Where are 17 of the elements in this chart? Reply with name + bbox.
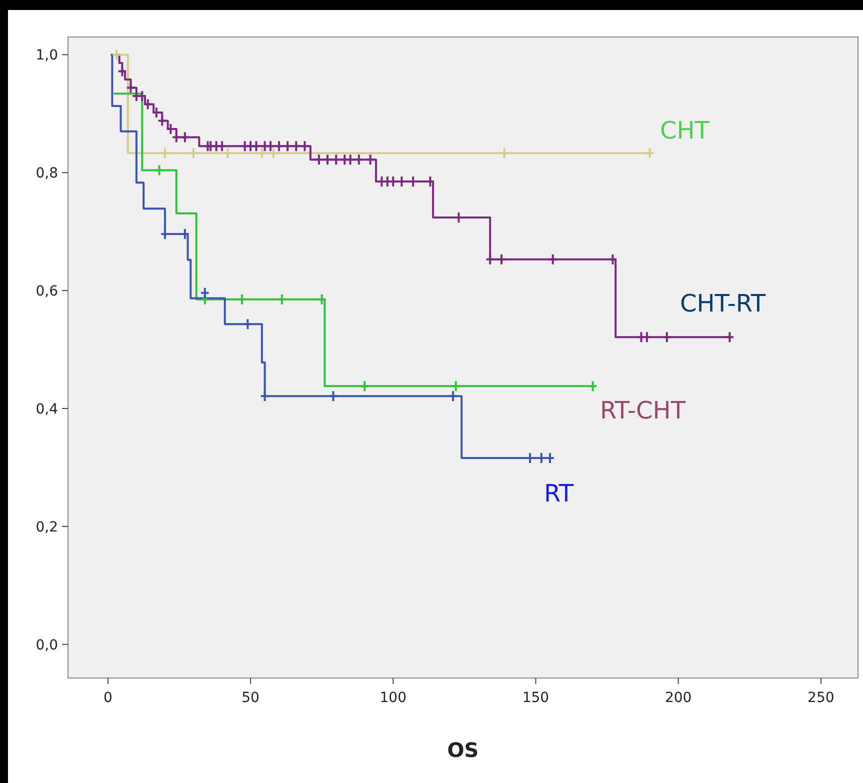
y-tick-label: 1,0 — [36, 48, 58, 64]
x-tick-label: 0 — [103, 690, 112, 706]
x-tick-label: 250 — [808, 690, 834, 706]
y-tick-label: 0,2 — [36, 519, 58, 536]
x-tick-label: 100 — [380, 690, 406, 706]
y-tick-label: 0,8 — [36, 166, 58, 182]
annotation: RT — [544, 479, 574, 508]
y-tick-label: 0,6 — [36, 283, 58, 300]
y-tick-label: 0,4 — [36, 401, 58, 418]
annotation: RT-CHT — [600, 396, 686, 424]
x-tick-label: 200 — [664, 690, 692, 706]
annotation: CHT-RT — [680, 289, 766, 318]
x-axis-title: OS — [447, 738, 479, 762]
y-tick-label: 0,0 — [36, 637, 58, 654]
annotation: CHT — [660, 116, 710, 144]
x-tick-label: 150 — [522, 690, 550, 706]
x-tick-label: 50 — [242, 690, 260, 706]
